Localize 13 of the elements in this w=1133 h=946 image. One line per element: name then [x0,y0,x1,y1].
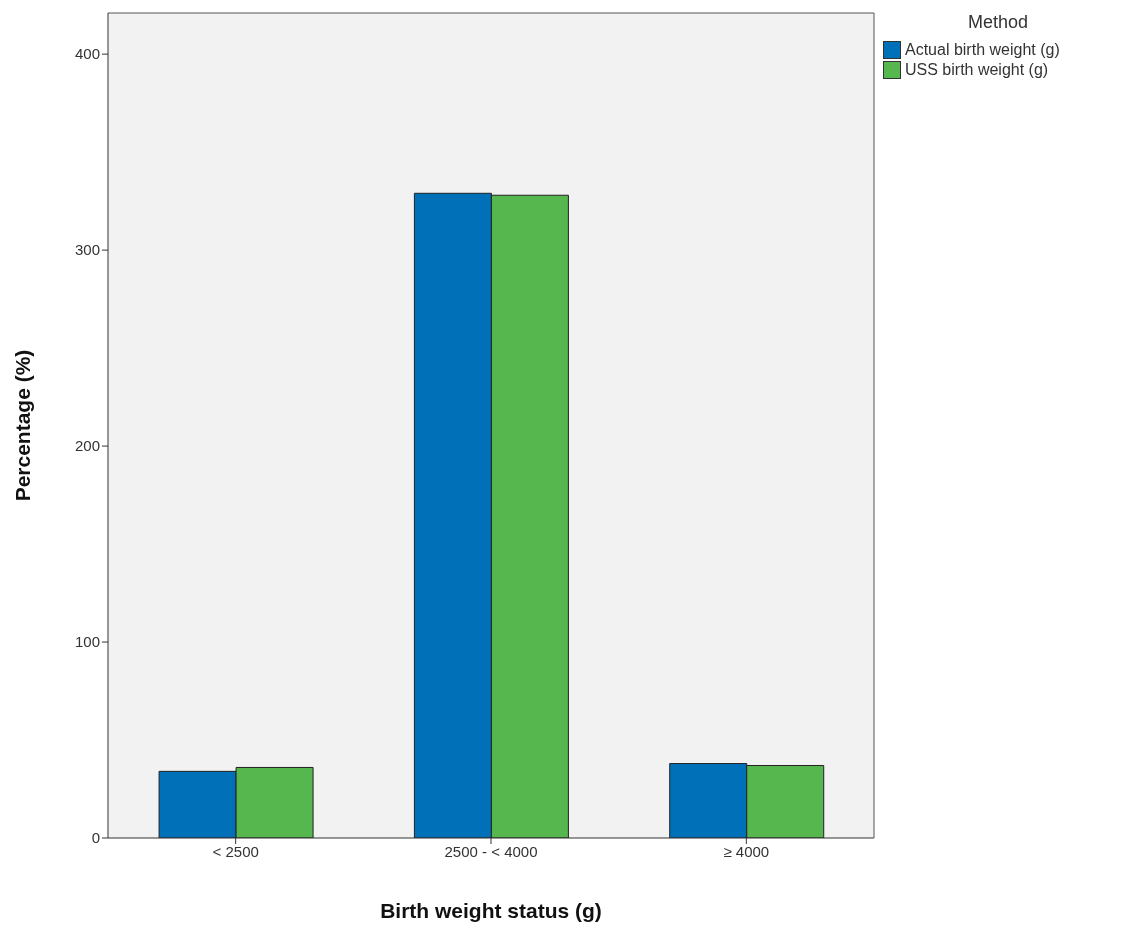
y-tick-label: 300 [74,241,100,259]
legend-title: Method [966,12,1029,33]
y-axis-title: Percentage (%) [11,349,35,502]
y-tick-label: 0 [91,829,100,847]
y-tick-label: 200 [74,437,100,455]
legend-label: Actual birth weight (g) [905,41,1060,59]
x-axis-title: Birth weight status (g) [380,899,602,922]
x-tick-label: ≥ 4000 [723,842,770,860]
y-tick-label: 400 [74,45,100,63]
x-tick-label: < 2500 [212,842,259,860]
legend-label: USS birth weight (g) [905,61,1049,79]
x-tick-label: 2500 - < 4000 [444,842,538,860]
y-tick-label: 100 [74,633,100,651]
